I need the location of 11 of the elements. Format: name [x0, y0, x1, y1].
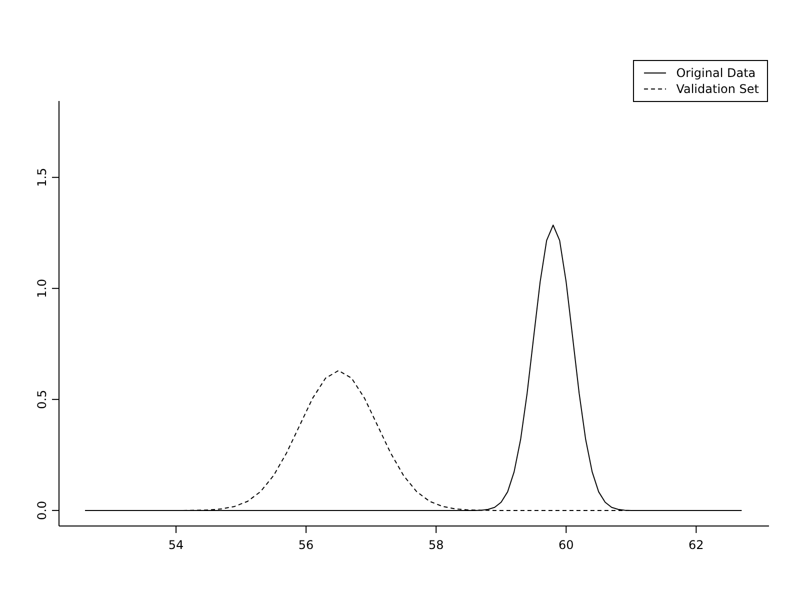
legend-label: Validation Set: [676, 82, 759, 96]
x-tick-label: 54: [168, 538, 184, 552]
y-tick-label: 1.5: [35, 168, 49, 187]
x-tick-label: 56: [298, 538, 314, 552]
x-tick-label: 58: [428, 538, 444, 552]
y-tick-label: 1.0: [35, 278, 49, 298]
y-tick-label: 0.5: [35, 390, 49, 409]
y-tick-label: 0.0: [35, 500, 49, 520]
x-tick-label: 60: [558, 538, 574, 552]
legend-label: Original Data: [676, 66, 756, 80]
x-tick-label: 62: [688, 538, 704, 552]
